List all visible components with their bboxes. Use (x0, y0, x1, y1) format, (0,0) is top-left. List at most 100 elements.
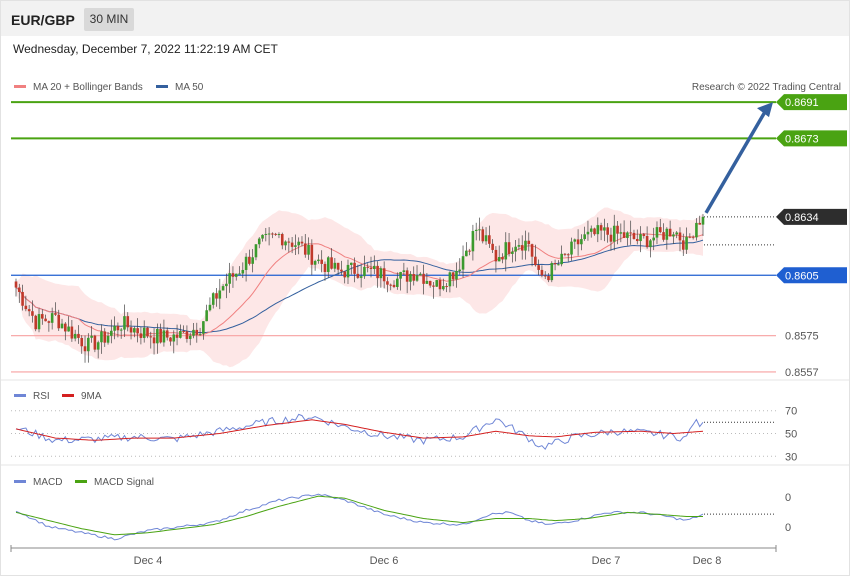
candle-body (405, 270, 409, 282)
bollinger-bands (16, 207, 703, 368)
candle-body (652, 237, 655, 241)
candle (688, 233, 692, 239)
candle-body (629, 232, 632, 234)
level-label-0.8557: 0.8557 (785, 367, 819, 379)
candle (629, 220, 632, 245)
candle (264, 227, 268, 242)
legend-swatch-rsi (14, 394, 26, 397)
level-tag-0.8605 (776, 267, 847, 284)
candle (606, 223, 609, 243)
candle-body (346, 264, 350, 278)
timestamp: Wednesday, December 7, 2022 11:22:19 AM … (13, 42, 278, 56)
candle (392, 280, 396, 289)
candle (126, 312, 130, 332)
candle (195, 322, 199, 343)
candle (691, 235, 695, 240)
candle (290, 237, 294, 254)
candle (90, 326, 93, 343)
candle-body (87, 337, 90, 352)
candle (481, 226, 485, 244)
candle-body (64, 323, 67, 332)
legend-swatch-macd-signal (75, 480, 87, 483)
candle-body (162, 330, 166, 343)
candle (514, 239, 517, 262)
candle-body (320, 259, 323, 264)
candle-body (451, 272, 455, 280)
candle (110, 319, 113, 344)
candle-body (691, 236, 695, 238)
candle (576, 229, 580, 256)
candle-body (593, 228, 596, 235)
candle (133, 326, 136, 338)
candle (550, 261, 554, 283)
candle (612, 214, 616, 251)
candle-body (261, 234, 264, 239)
candle-body (612, 225, 616, 242)
candle-body (280, 234, 284, 246)
candle-body (415, 275, 419, 281)
candle-body (550, 263, 554, 281)
candle-body (442, 286, 445, 290)
forecast-arrow (704, 102, 773, 214)
candle (175, 324, 179, 346)
candle-body (146, 327, 149, 337)
candle (599, 222, 603, 241)
price-tags: 0.8691 0.8673 0.8605 0.8575 0.8557 0.8634 (776, 94, 847, 379)
candle (632, 229, 636, 240)
candle-body (290, 242, 294, 247)
candle (438, 277, 442, 297)
candle (294, 234, 297, 255)
candle-body (248, 256, 251, 264)
level-label-0.8673: 0.8673 (785, 133, 819, 145)
level-label-0.8691: 0.8691 (785, 97, 819, 109)
candle-body (24, 305, 28, 310)
candle-body (419, 273, 422, 276)
candle (369, 256, 373, 278)
rsi-panel: 70 50 30 (11, 406, 797, 463)
legend-swatch-rsi-ma (62, 394, 74, 397)
candle-body (698, 222, 702, 225)
candle (596, 217, 600, 243)
candle-body (34, 315, 38, 330)
candle-body (626, 232, 629, 238)
candle-body (136, 328, 139, 334)
candle (113, 316, 116, 340)
candle (100, 324, 103, 354)
forecast-arrow-head (757, 102, 773, 118)
candle (372, 255, 376, 275)
candle (31, 300, 34, 323)
candle-body (514, 246, 517, 252)
candle (267, 227, 271, 246)
candle (655, 221, 659, 245)
candle-body (366, 266, 370, 268)
candle (419, 272, 422, 276)
candle (303, 234, 307, 258)
candle (593, 227, 596, 236)
candle (678, 227, 682, 252)
candle-body (169, 337, 172, 342)
candle (468, 249, 471, 256)
candle (409, 271, 412, 291)
candle-body (665, 228, 669, 240)
timeframe-button[interactable]: 30 MIN (84, 8, 134, 31)
candle-body (599, 225, 603, 231)
candle (313, 259, 317, 271)
candle-body (179, 331, 182, 338)
candle-body (343, 271, 347, 278)
candle (379, 266, 383, 288)
candle (517, 238, 521, 251)
candle (225, 273, 228, 299)
candle (484, 227, 488, 245)
candle-body (681, 240, 685, 250)
candle (553, 259, 557, 271)
candle (261, 234, 264, 242)
candle-body (543, 275, 547, 277)
candle-body (349, 262, 353, 265)
candle (356, 264, 360, 279)
candle-body (310, 244, 314, 265)
candle (179, 324, 182, 339)
candle-body (642, 234, 646, 237)
candle-body (468, 250, 471, 252)
candle (211, 292, 215, 309)
